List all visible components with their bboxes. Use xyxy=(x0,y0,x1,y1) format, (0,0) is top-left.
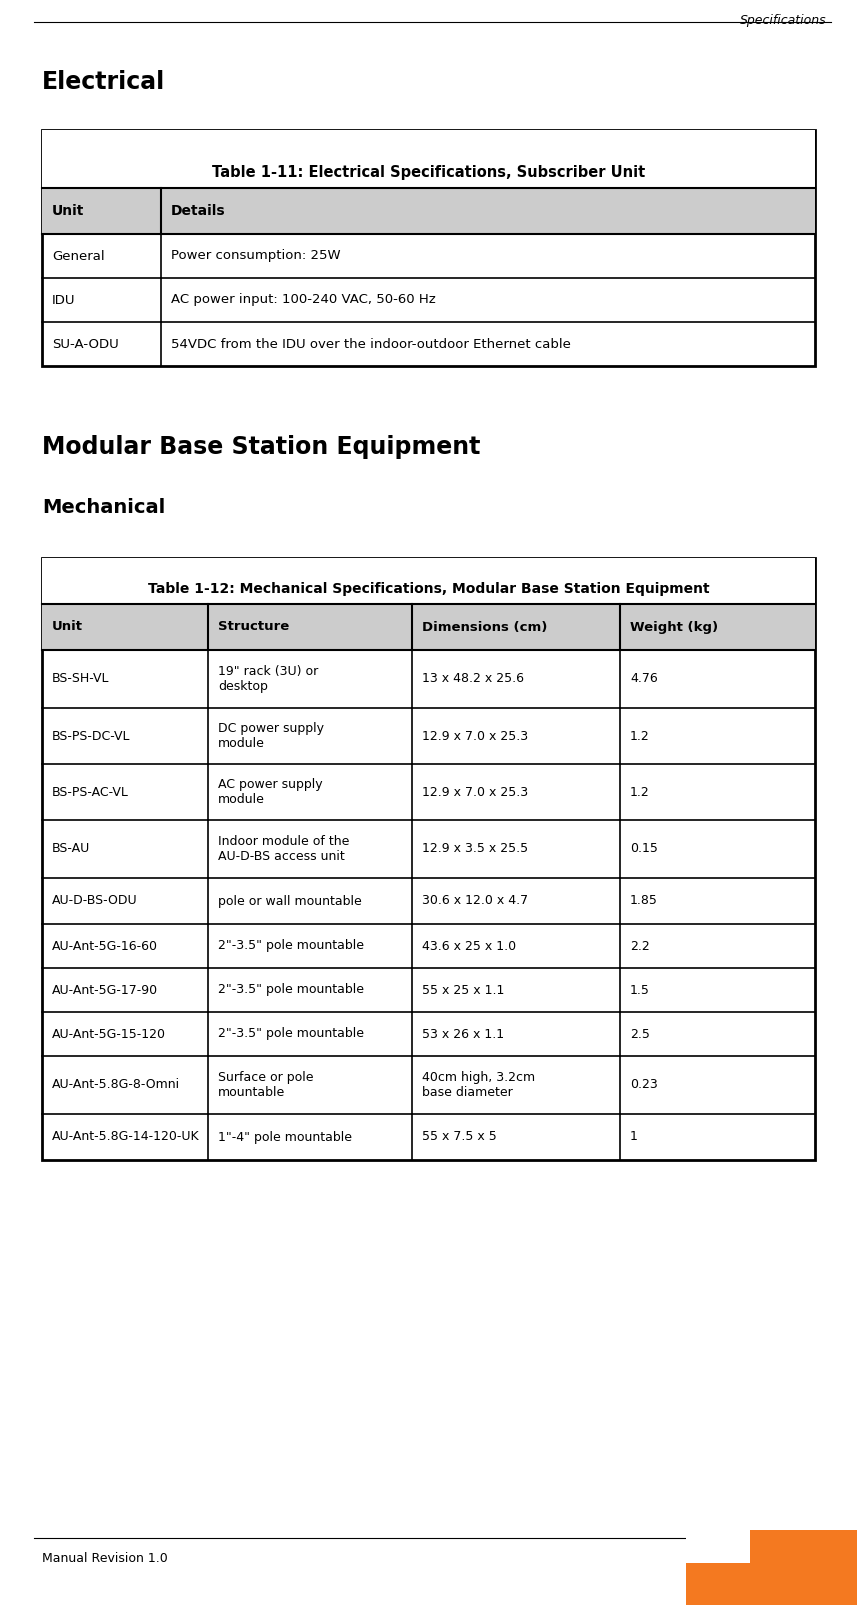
Text: 1-17: 1-17 xyxy=(726,1573,764,1587)
Text: DC power supply: DC power supply xyxy=(218,722,324,735)
Text: 30.6 x 12.0 x 4.7: 30.6 x 12.0 x 4.7 xyxy=(422,894,528,907)
Text: 2.2: 2.2 xyxy=(630,939,650,952)
Bar xyxy=(750,1530,857,1605)
Text: AU-Ant-5.8G-8-Omni: AU-Ant-5.8G-8-Omni xyxy=(52,1079,180,1091)
Bar xyxy=(42,559,815,1160)
Text: General: General xyxy=(52,249,105,263)
Bar xyxy=(42,559,815,603)
Bar xyxy=(161,188,815,234)
Text: Mechanical: Mechanical xyxy=(42,498,165,517)
Bar xyxy=(686,1563,857,1605)
Text: 12.9 x 7.0 x 25.3: 12.9 x 7.0 x 25.3 xyxy=(422,730,528,743)
Text: 43.6 x 25 x 1.0: 43.6 x 25 x 1.0 xyxy=(422,939,516,952)
Text: 1: 1 xyxy=(630,1130,638,1143)
Text: BS-SH-VL: BS-SH-VL xyxy=(52,672,110,685)
Bar xyxy=(686,1530,750,1563)
Text: Weight (kg): Weight (kg) xyxy=(630,621,718,634)
Bar xyxy=(42,130,815,366)
Bar xyxy=(42,188,161,234)
Text: Manual Revision 1.0: Manual Revision 1.0 xyxy=(42,1552,168,1565)
Text: Table 1-11: Electrical Specifications, Subscriber Unit: Table 1-11: Electrical Specifications, S… xyxy=(212,165,645,180)
Text: 53 x 26 x 1.1: 53 x 26 x 1.1 xyxy=(422,1027,504,1040)
Text: 19" rack (3U) or: 19" rack (3U) or xyxy=(218,664,318,677)
Text: BS-PS-AC-VL: BS-PS-AC-VL xyxy=(52,785,129,799)
Bar xyxy=(42,130,815,188)
Text: 2.5: 2.5 xyxy=(630,1027,650,1040)
Text: Unit: Unit xyxy=(52,204,84,218)
Text: IDU: IDU xyxy=(52,294,75,307)
Text: base diameter: base diameter xyxy=(422,1087,512,1099)
Text: AU-D-BS access unit: AU-D-BS access unit xyxy=(218,851,345,863)
Text: 4.76: 4.76 xyxy=(630,672,658,685)
Text: module: module xyxy=(218,793,265,806)
Text: Structure: Structure xyxy=(218,621,290,634)
Text: 0.15: 0.15 xyxy=(630,843,658,855)
Text: Electrical: Electrical xyxy=(42,71,165,95)
Text: SU-A-ODU: SU-A-ODU xyxy=(52,337,119,350)
Text: 1.2: 1.2 xyxy=(630,730,650,743)
Text: AC power input: 100-240 VAC, 50-60 Hz: AC power input: 100-240 VAC, 50-60 Hz xyxy=(171,294,435,307)
Text: 2"-3.5" pole mountable: 2"-3.5" pole mountable xyxy=(218,939,364,952)
Text: BS-AU: BS-AU xyxy=(52,843,90,855)
Bar xyxy=(412,603,620,650)
Text: Indoor module of the: Indoor module of the xyxy=(218,835,350,847)
Text: 55 x 25 x 1.1: 55 x 25 x 1.1 xyxy=(422,984,505,997)
Text: pole or wall mountable: pole or wall mountable xyxy=(218,894,362,907)
Text: module: module xyxy=(218,737,265,750)
Text: 2"-3.5" pole mountable: 2"-3.5" pole mountable xyxy=(218,984,364,997)
Text: mountable: mountable xyxy=(218,1087,285,1099)
Text: 1.85: 1.85 xyxy=(630,894,658,907)
Text: Power consumption: 25W: Power consumption: 25W xyxy=(171,249,340,263)
Text: desktop: desktop xyxy=(218,681,268,693)
Text: BS-PS-DC-VL: BS-PS-DC-VL xyxy=(52,730,130,743)
Text: 12.9 x 3.5 x 25.5: 12.9 x 3.5 x 25.5 xyxy=(422,843,528,855)
Text: AC power supply: AC power supply xyxy=(218,778,322,791)
Text: 2"-3.5" pole mountable: 2"-3.5" pole mountable xyxy=(218,1027,364,1040)
Text: Table 1-12: Mechanical Specifications, Modular Base Station Equipment: Table 1-12: Mechanical Specifications, M… xyxy=(147,583,710,595)
Bar xyxy=(620,603,815,650)
Text: Dimensions (cm): Dimensions (cm) xyxy=(422,621,548,634)
Text: AU-Ant-5.8G-14-120-UK: AU-Ant-5.8G-14-120-UK xyxy=(52,1130,200,1143)
Text: Specifications: Specifications xyxy=(740,14,827,27)
Text: 12.9 x 7.0 x 25.3: 12.9 x 7.0 x 25.3 xyxy=(422,785,528,799)
Text: Details: Details xyxy=(171,204,225,218)
Text: 54VDC from the IDU over the indoor-outdoor Ethernet cable: 54VDC from the IDU over the indoor-outdo… xyxy=(171,337,571,350)
Text: 1"-4" pole mountable: 1"-4" pole mountable xyxy=(218,1130,352,1143)
Text: 40cm high, 3.2cm: 40cm high, 3.2cm xyxy=(422,1071,535,1083)
Text: 1.5: 1.5 xyxy=(630,984,650,997)
Text: 0.23: 0.23 xyxy=(630,1079,658,1091)
Text: Unit: Unit xyxy=(52,621,83,634)
Bar xyxy=(208,603,412,650)
Text: AU-D-BS-ODU: AU-D-BS-ODU xyxy=(52,894,138,907)
Text: 13 x 48.2 x 25.6: 13 x 48.2 x 25.6 xyxy=(422,672,524,685)
Text: AU-Ant-5G-17-90: AU-Ant-5G-17-90 xyxy=(52,984,159,997)
Bar xyxy=(42,603,208,650)
Text: AU-Ant-5G-16-60: AU-Ant-5G-16-60 xyxy=(52,939,158,952)
Text: AU-Ant-5G-15-120: AU-Ant-5G-15-120 xyxy=(52,1027,166,1040)
Text: 1.2: 1.2 xyxy=(630,785,650,799)
Text: Modular Base Station Equipment: Modular Base Station Equipment xyxy=(42,435,481,459)
Text: Surface or pole: Surface or pole xyxy=(218,1071,314,1083)
Text: 55 x 7.5 x 5: 55 x 7.5 x 5 xyxy=(422,1130,497,1143)
